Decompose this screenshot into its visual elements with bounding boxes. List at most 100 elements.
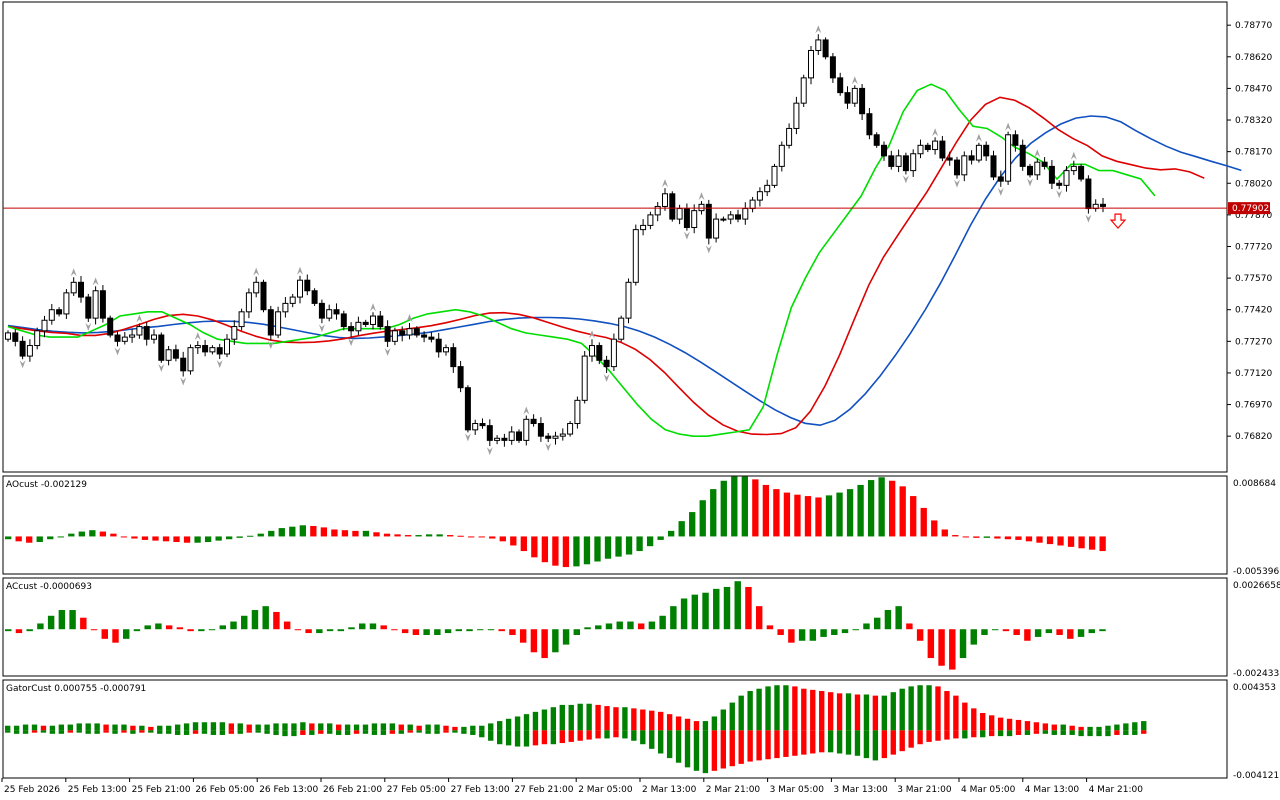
y-tick-label: 0.77870	[1235, 211, 1272, 221]
candle-body	[311, 290, 318, 304]
candle-body	[297, 279, 303, 298]
candle	[129, 328, 136, 343]
gator-upper-bar	[416, 725, 422, 731]
fractal-down-arrow	[545, 443, 552, 452]
histogram-bar	[204, 536, 212, 543]
candle-body	[669, 193, 676, 220]
gator-lower-bar	[1105, 730, 1111, 737]
histogram-bar	[783, 492, 791, 537]
histogram-bar	[380, 625, 387, 630]
gator-upper-bar	[85, 723, 91, 731]
gator-lower-bar	[371, 730, 378, 735]
candle-body	[713, 218, 720, 239]
histogram-bar	[359, 623, 366, 630]
gator-upper-bar	[649, 710, 655, 731]
histogram-bar	[78, 531, 85, 537]
gator-lower-bar	[76, 730, 82, 733]
candle-body	[749, 199, 756, 210]
candle-body	[165, 349, 172, 361]
gator-lower-bar	[577, 730, 583, 741]
price-panel[interactable]	[3, 25, 1242, 456]
histogram-bar	[841, 629, 849, 634]
gator-lower-bar	[488, 730, 494, 741]
candle	[450, 343, 457, 373]
histogram-bar	[404, 535, 412, 537]
histogram-bar	[208, 629, 216, 631]
histogram-bar	[1088, 629, 1095, 634]
gator-upper-bar	[22, 724, 29, 731]
histogram-bar	[489, 536, 496, 539]
candle-body	[567, 423, 574, 435]
candle-body	[778, 144, 785, 167]
x-tick-label: 4 Mar 21:00	[1089, 785, 1144, 795]
gator-lower-bar	[273, 730, 279, 735]
candle-body	[41, 319, 48, 332]
histogram-bar	[541, 629, 548, 659]
fractal-down-arrow	[158, 363, 165, 372]
candle	[786, 123, 793, 149]
histogram-bar	[804, 496, 812, 537]
fractal-up-arrow	[194, 332, 201, 341]
candle	[764, 179, 771, 197]
gator-lower-bar	[1006, 730, 1013, 737]
candle	[793, 96, 800, 135]
histogram-bar	[273, 611, 280, 630]
candle-body	[851, 87, 858, 104]
candle-body	[260, 281, 267, 311]
candle	[705, 199, 712, 245]
gator-upper-bar	[488, 723, 494, 731]
gator-lower-bar	[1114, 730, 1120, 735]
candle	[1100, 198, 1106, 213]
x-tick-label: 2 Mar 13:00	[642, 785, 697, 795]
candle	[282, 297, 289, 318]
gator-upper-bar	[496, 721, 503, 731]
histogram-bar	[26, 629, 33, 632]
gator-upper-bar	[183, 723, 190, 731]
candle	[238, 308, 245, 331]
candle	[1027, 163, 1033, 178]
fractal-down-arrow	[486, 447, 493, 456]
histogram-bar	[89, 530, 96, 537]
histogram-bar	[436, 534, 443, 537]
candle-body	[968, 155, 975, 161]
y-tick-label: 0.77420	[1235, 306, 1272, 316]
histogram-bar	[863, 623, 870, 630]
gator-upper-bar	[398, 724, 404, 731]
histogram-bar	[58, 610, 66, 630]
candle	[618, 315, 625, 342]
fractal-down-arrow	[1056, 190, 1063, 199]
candle-body	[224, 338, 230, 355]
gator-lower-bar	[971, 730, 977, 738]
histogram-bar	[846, 489, 854, 537]
candle	[289, 293, 296, 308]
candle	[165, 345, 172, 366]
histogram-bar	[391, 629, 398, 631]
candle-body	[632, 229, 639, 283]
candle-body	[391, 330, 398, 342]
candle	[596, 342, 603, 365]
candle-body	[603, 359, 610, 368]
candle-body	[99, 290, 106, 319]
candle-body	[275, 311, 282, 336]
fractal-down-arrow	[348, 338, 355, 347]
histogram-bar	[530, 629, 538, 653]
gator-lower-bar	[479, 730, 485, 738]
gator-lower-bar	[452, 730, 458, 733]
candle-body	[589, 345, 595, 357]
candle-body	[640, 224, 647, 231]
gator-lower-bar	[702, 730, 709, 774]
ma-slow-line	[7, 115, 1242, 427]
gator-upper-bar	[926, 685, 932, 731]
gator-lower-bar	[675, 730, 682, 763]
y-tick-label: 0.0026658	[1233, 581, 1280, 591]
candle-body	[34, 330, 41, 347]
histogram-bar	[794, 494, 801, 537]
gator-upper-bar	[389, 723, 396, 731]
candle	[428, 332, 435, 343]
candle	[253, 276, 260, 298]
gator-upper-bar	[604, 706, 610, 731]
candle-body	[70, 281, 77, 294]
gator-upper-bar	[327, 723, 333, 731]
candle	[654, 202, 661, 222]
